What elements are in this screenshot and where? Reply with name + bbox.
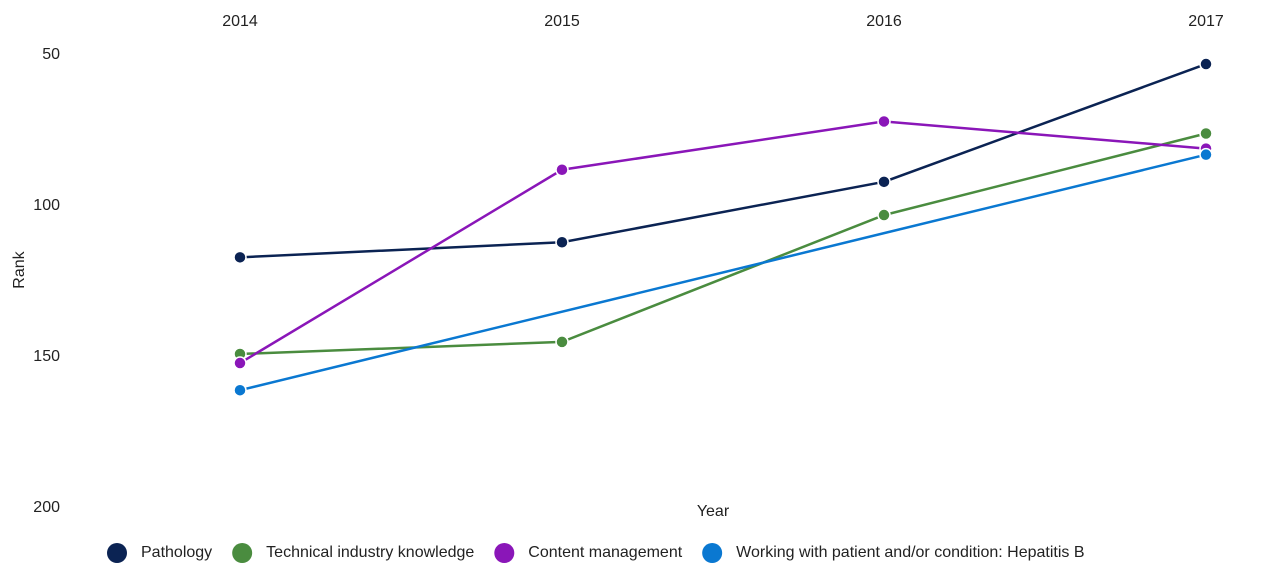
series-line bbox=[239, 62, 1207, 259]
point bbox=[233, 356, 247, 370]
point bbox=[233, 250, 247, 265]
x-tick-label: 2016 bbox=[866, 13, 902, 30]
point bbox=[1199, 147, 1213, 162]
legend-marker bbox=[702, 543, 723, 563]
y-tick-label: 100 bbox=[33, 197, 60, 214]
legend-label: Pathology bbox=[141, 544, 212, 561]
point bbox=[555, 235, 569, 249]
series-line bbox=[239, 153, 1207, 392]
y-tick-label: 150 bbox=[33, 348, 60, 365]
y-tick-label: 50 bbox=[42, 46, 60, 63]
legend-marker bbox=[494, 543, 515, 563]
point bbox=[555, 335, 569, 349]
point bbox=[555, 163, 569, 177]
point bbox=[877, 114, 891, 129]
series-line bbox=[239, 132, 1207, 356]
point bbox=[1199, 57, 1213, 71]
series-line bbox=[239, 120, 1207, 365]
point bbox=[1199, 126, 1213, 141]
x-tick-label: 2014 bbox=[222, 13, 258, 30]
y-tick-label: 200 bbox=[33, 499, 60, 516]
point bbox=[877, 208, 891, 222]
legend-label: Content management bbox=[528, 544, 682, 561]
point bbox=[877, 175, 891, 189]
x-tick-label: 2017 bbox=[1188, 13, 1224, 30]
y-axis-label: Rank bbox=[11, 250, 28, 288]
legend-label: Technical industry knowledge bbox=[266, 544, 474, 561]
x-axis-label: Year bbox=[697, 503, 730, 520]
legend-label: Working with patient and/or condition: H… bbox=[736, 544, 1084, 561]
legend-marker bbox=[232, 543, 253, 563]
point bbox=[233, 383, 247, 397]
x-tick-label: 2015 bbox=[544, 13, 580, 30]
legend-marker bbox=[107, 543, 127, 563]
